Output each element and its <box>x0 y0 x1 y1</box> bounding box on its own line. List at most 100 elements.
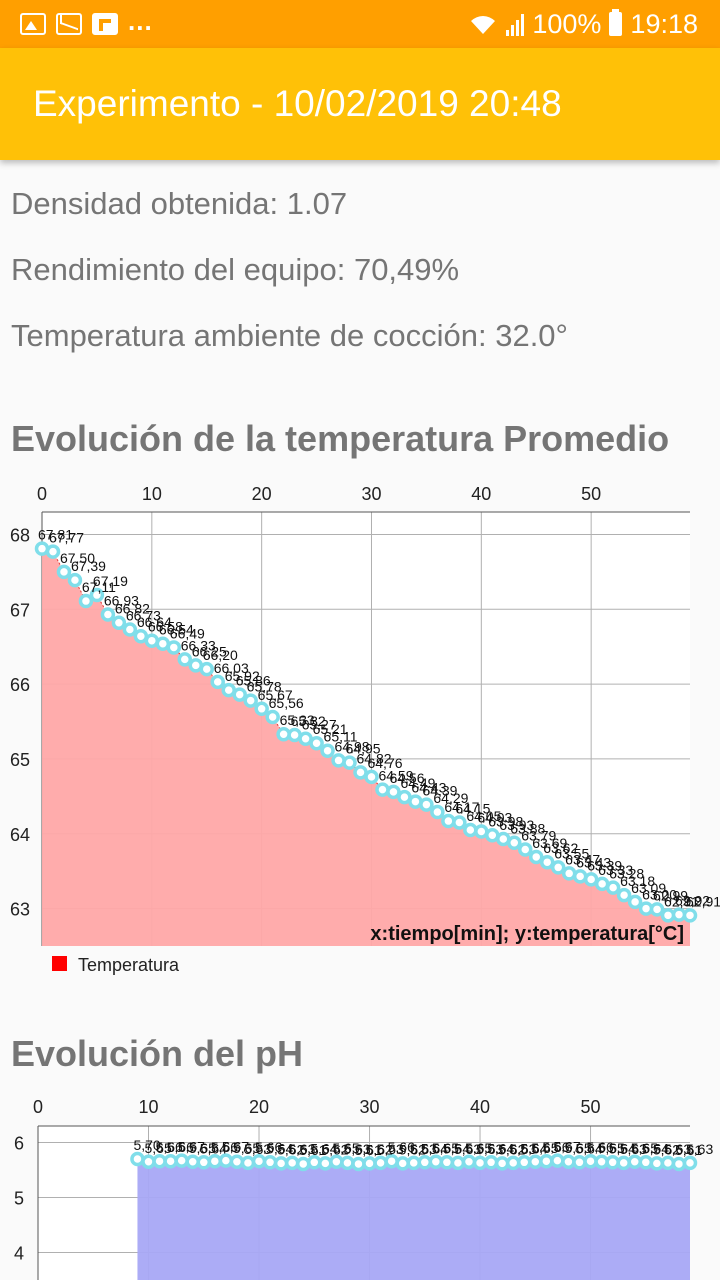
y-tick-label: 67 <box>10 600 30 620</box>
data-label: 63,88 <box>510 821 545 837</box>
x-tick-label: 0 <box>37 484 47 504</box>
data-point <box>111 615 127 630</box>
data-point <box>483 1155 499 1170</box>
battery-percent: 100% <box>532 8 602 39</box>
data-point <box>284 1155 300 1171</box>
data-label: 62,99 <box>653 887 688 903</box>
y-tick-label: 5 <box>14 1189 24 1209</box>
data-label: 63,43 <box>576 854 611 870</box>
data-label: 5,65 <box>598 1140 625 1156</box>
data-point <box>331 753 346 768</box>
data-label: 5,66 <box>211 1139 238 1155</box>
data-label: 5,62 <box>399 1141 426 1157</box>
data-label: 5,63 <box>410 1141 437 1157</box>
data-label: 63,39 <box>587 857 622 873</box>
data-label: 64,39 <box>422 783 457 799</box>
data-label: 5,64 <box>642 1140 669 1156</box>
data-point <box>441 813 456 829</box>
efficiency-text: Rendimiento del equipo: 70,49% <box>11 252 460 287</box>
data-point <box>254 701 269 717</box>
data-point <box>550 1153 565 1168</box>
data-label: 5,62 <box>498 1141 525 1157</box>
y-tick-label: 66 <box>10 675 30 695</box>
data-label: 5,63 <box>476 1141 503 1157</box>
data-label: 66,58 <box>148 619 183 635</box>
data-label: 66,93 <box>104 593 139 609</box>
data-label: 5,65 <box>531 1140 558 1156</box>
y-tick-label: 65 <box>10 750 30 770</box>
more-notifications: ... <box>128 5 153 36</box>
data-label: 63,55 <box>554 845 589 861</box>
data-label: 5,63 <box>288 1141 315 1157</box>
data-label: 5,65 <box>332 1140 359 1156</box>
data-point <box>342 755 357 770</box>
battery-icon <box>609 9 623 36</box>
flipboard-icon <box>92 13 118 35</box>
data-label: 5,67 <box>178 1139 205 1155</box>
chart-description: x:tiempo[min]; y:temperatura[°C] <box>370 923 684 945</box>
data-point <box>218 1153 234 1168</box>
data-label: 5,70 <box>133 1137 160 1153</box>
data-label: 65,67 <box>258 687 293 703</box>
data-point <box>45 544 61 559</box>
data-point <box>243 693 258 708</box>
data-label: 5,66 <box>388 1139 415 1155</box>
data-label: 5,66 <box>542 1139 569 1155</box>
data-point <box>386 784 401 800</box>
data-point <box>262 1155 278 1170</box>
x-tick-label: 50 <box>581 484 601 504</box>
y-tick-label: 68 <box>10 525 30 545</box>
data-label: 63,00 <box>642 887 677 903</box>
ph-chart-title: Evolución del pH <box>11 1033 304 1074</box>
data-label: 65,92 <box>225 668 260 684</box>
series-area <box>42 548 690 946</box>
data-label: 5,64 <box>520 1140 547 1156</box>
data-label: 62,92 <box>675 893 710 909</box>
data-point <box>430 804 445 820</box>
data-label: 64,29 <box>433 790 468 806</box>
data-label: 5,67 <box>553 1139 580 1155</box>
data-label: 64,05 <box>466 808 501 824</box>
data-label: 66,03 <box>214 660 249 676</box>
data-label: 65,11 <box>324 729 358 745</box>
series-area <box>137 1159 690 1280</box>
data-label: 5,63 <box>343 1141 370 1157</box>
legend-swatch <box>52 956 67 971</box>
data-label: 5,62 <box>277 1141 304 1157</box>
data-label: 5,66 <box>587 1139 614 1155</box>
data-label: 5,61 <box>299 1142 326 1158</box>
data-label: 5,63 <box>377 1141 404 1157</box>
data-label: 66,25 <box>192 643 227 659</box>
x-tick-label: 30 <box>361 484 381 504</box>
data-label: 5,62 <box>653 1141 680 1157</box>
data-label: 63,98 <box>488 813 523 829</box>
data-label: 5,66 <box>255 1139 282 1155</box>
data-label: 66,33 <box>181 637 216 653</box>
data-point <box>100 607 116 622</box>
y-tick-label: 64 <box>10 825 30 845</box>
data-label: 65,56 <box>269 695 304 711</box>
wifi-icon <box>471 16 496 34</box>
data-point <box>660 1155 676 1171</box>
data-point <box>295 1156 311 1172</box>
page-title: Experimento - 10/02/2019 20:48 <box>33 83 562 124</box>
data-label: 63,33 <box>598 862 633 878</box>
data-label: 66,73 <box>126 607 161 623</box>
data-label: 63,28 <box>609 866 644 882</box>
data-point <box>196 1155 212 1170</box>
data-label: 62,91 <box>686 893 720 909</box>
data-point <box>364 769 379 785</box>
y-tick-label: 63 <box>10 900 30 920</box>
data-label: 5,65 <box>233 1140 260 1156</box>
data-point <box>67 572 83 588</box>
data-label: 5,65 <box>631 1140 658 1156</box>
data-label: 67,19 <box>93 573 128 589</box>
data-point <box>373 1155 388 1171</box>
x-tick-label: 40 <box>471 484 491 504</box>
data-label: 5,64 <box>266 1140 293 1156</box>
data-label: 5,66 <box>167 1139 194 1155</box>
data-label: 5,61 <box>354 1142 381 1158</box>
data-label: 64,15 <box>455 801 490 817</box>
